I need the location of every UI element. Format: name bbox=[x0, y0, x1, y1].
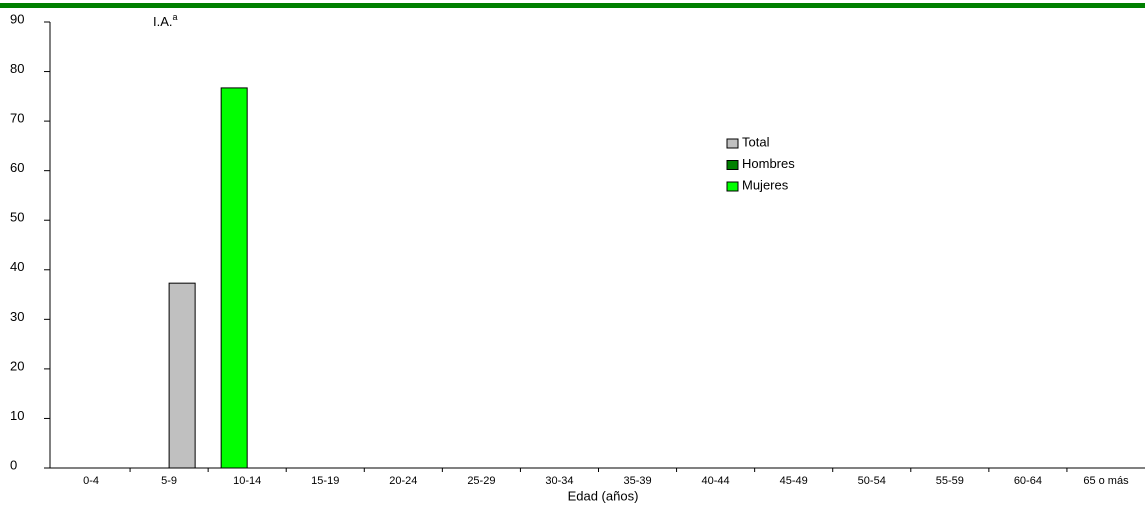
x-tick-label: 30-34 bbox=[545, 475, 573, 487]
x-tick-label: 55-59 bbox=[936, 475, 964, 487]
legend-label: Total bbox=[742, 134, 770, 149]
x-tick-label: 40-44 bbox=[702, 475, 730, 487]
legend-label: Mujeres bbox=[742, 177, 789, 192]
legend-swatch bbox=[726, 138, 739, 149]
annotation-text: I.A. bbox=[153, 14, 173, 29]
y-tick-label: 40 bbox=[10, 259, 24, 274]
x-axis-title: Edad (años) bbox=[568, 488, 639, 503]
y-tick-label: 30 bbox=[10, 309, 24, 324]
y-tick-label: 80 bbox=[10, 61, 24, 76]
legend-swatch bbox=[726, 160, 739, 170]
header-bar bbox=[0, 3, 1145, 8]
x-tick-label: 45-49 bbox=[780, 475, 808, 487]
x-tick-label: 10-14 bbox=[233, 475, 261, 487]
y-tick-label: 20 bbox=[10, 358, 24, 373]
legend-label: Hombres bbox=[742, 156, 795, 171]
x-tick-label: 50-54 bbox=[858, 475, 886, 487]
y-tick-label: 90 bbox=[10, 11, 24, 26]
x-tick-label: 0-4 bbox=[83, 475, 99, 487]
x-tick-label: 25-29 bbox=[467, 475, 495, 487]
legend-swatch bbox=[726, 181, 739, 192]
x-tick-label: 60-64 bbox=[1014, 475, 1042, 487]
y-tick-label: 60 bbox=[10, 160, 24, 175]
annotation-superscript: a bbox=[173, 12, 178, 22]
x-tick-label: 35-39 bbox=[623, 475, 651, 487]
bar bbox=[168, 282, 196, 469]
y-tick-label: 50 bbox=[10, 210, 24, 225]
x-tick-label: 15-19 bbox=[311, 475, 339, 487]
y-tick-label: 70 bbox=[10, 111, 24, 126]
annotation: I.A.a bbox=[153, 12, 178, 29]
x-tick-label: 5-9 bbox=[161, 475, 177, 487]
y-tick-label: 10 bbox=[10, 408, 24, 423]
x-tick-label: 20-24 bbox=[389, 475, 417, 487]
bar bbox=[220, 87, 248, 469]
x-tick-label: 65 o más bbox=[1083, 475, 1129, 487]
y-tick-label: 0 bbox=[10, 457, 17, 472]
